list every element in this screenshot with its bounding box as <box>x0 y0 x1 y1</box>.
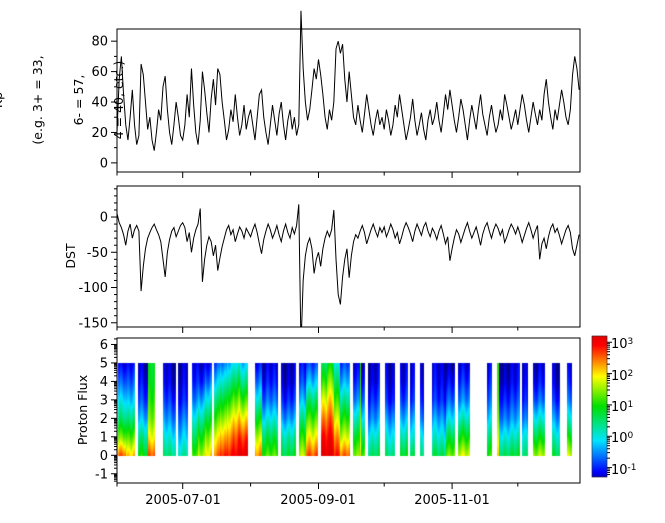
y-tick-label: -50 <box>87 246 108 261</box>
colorbar-tick-label-1e-1: 10-1 <box>611 463 637 478</box>
y-tick-label: -150 <box>78 316 108 331</box>
x-tick-label-sep: 2005-09-01 <box>280 493 356 508</box>
y-tick-label: 5 <box>100 356 108 371</box>
y-tick-label: 60 <box>91 65 108 80</box>
kp-axis-label-line4: 4 = 40, etc.) <box>111 60 126 140</box>
proton-flux-axis-label: Proton Flux <box>75 374 91 446</box>
colorbar-tick-label-1e1: 101 <box>611 400 634 415</box>
y-tick-label: 0 <box>100 211 108 226</box>
y-tick-label: 80 <box>91 35 108 50</box>
panel-frame <box>116 337 581 484</box>
kp-index-series <box>116 10 580 151</box>
colorbar-tick-label-1e0: 100 <box>611 431 634 446</box>
y-tick-label: 2 <box>100 412 108 427</box>
y-tick-label: -100 <box>78 281 108 296</box>
dst-index-series <box>117 204 580 327</box>
kp-axis-label-line1: Kp <box>0 91 5 109</box>
colorbar-tick-label-1e2: 102 <box>611 369 634 384</box>
x-tick-label-jul: 2005-07-01 <box>145 493 221 508</box>
y-tick-label: 20 <box>91 126 108 141</box>
kp-axis-label: Kp (e.g. 3+ = 33, 6- = 57, 4 = 40, etc.) <box>0 20 126 180</box>
panel-frame <box>116 185 581 328</box>
y-tick-label: -1 <box>95 467 108 482</box>
colorbar-frame <box>591 335 608 478</box>
y-tick-label: 0 <box>100 156 108 171</box>
y-tick-label: 0 <box>100 449 108 464</box>
dst-axis-label: DST <box>63 243 79 269</box>
x-tick-label-nov: 2005-11-01 <box>414 493 490 508</box>
colorbar-tick-label-1e3: 103 <box>611 337 634 352</box>
y-tick-label: 6 <box>100 338 108 353</box>
y-tick-label: 3 <box>100 393 108 408</box>
y-tick-label: 4 <box>100 375 108 390</box>
kp-axis-label-line2: (e.g. 3+ = 33, <box>30 55 45 145</box>
y-tick-label: 40 <box>91 96 108 111</box>
kp-axis-label-line3: 6- = 57, <box>70 74 86 126</box>
y-tick-label: 1 <box>100 430 108 445</box>
panel-frame <box>116 28 581 173</box>
